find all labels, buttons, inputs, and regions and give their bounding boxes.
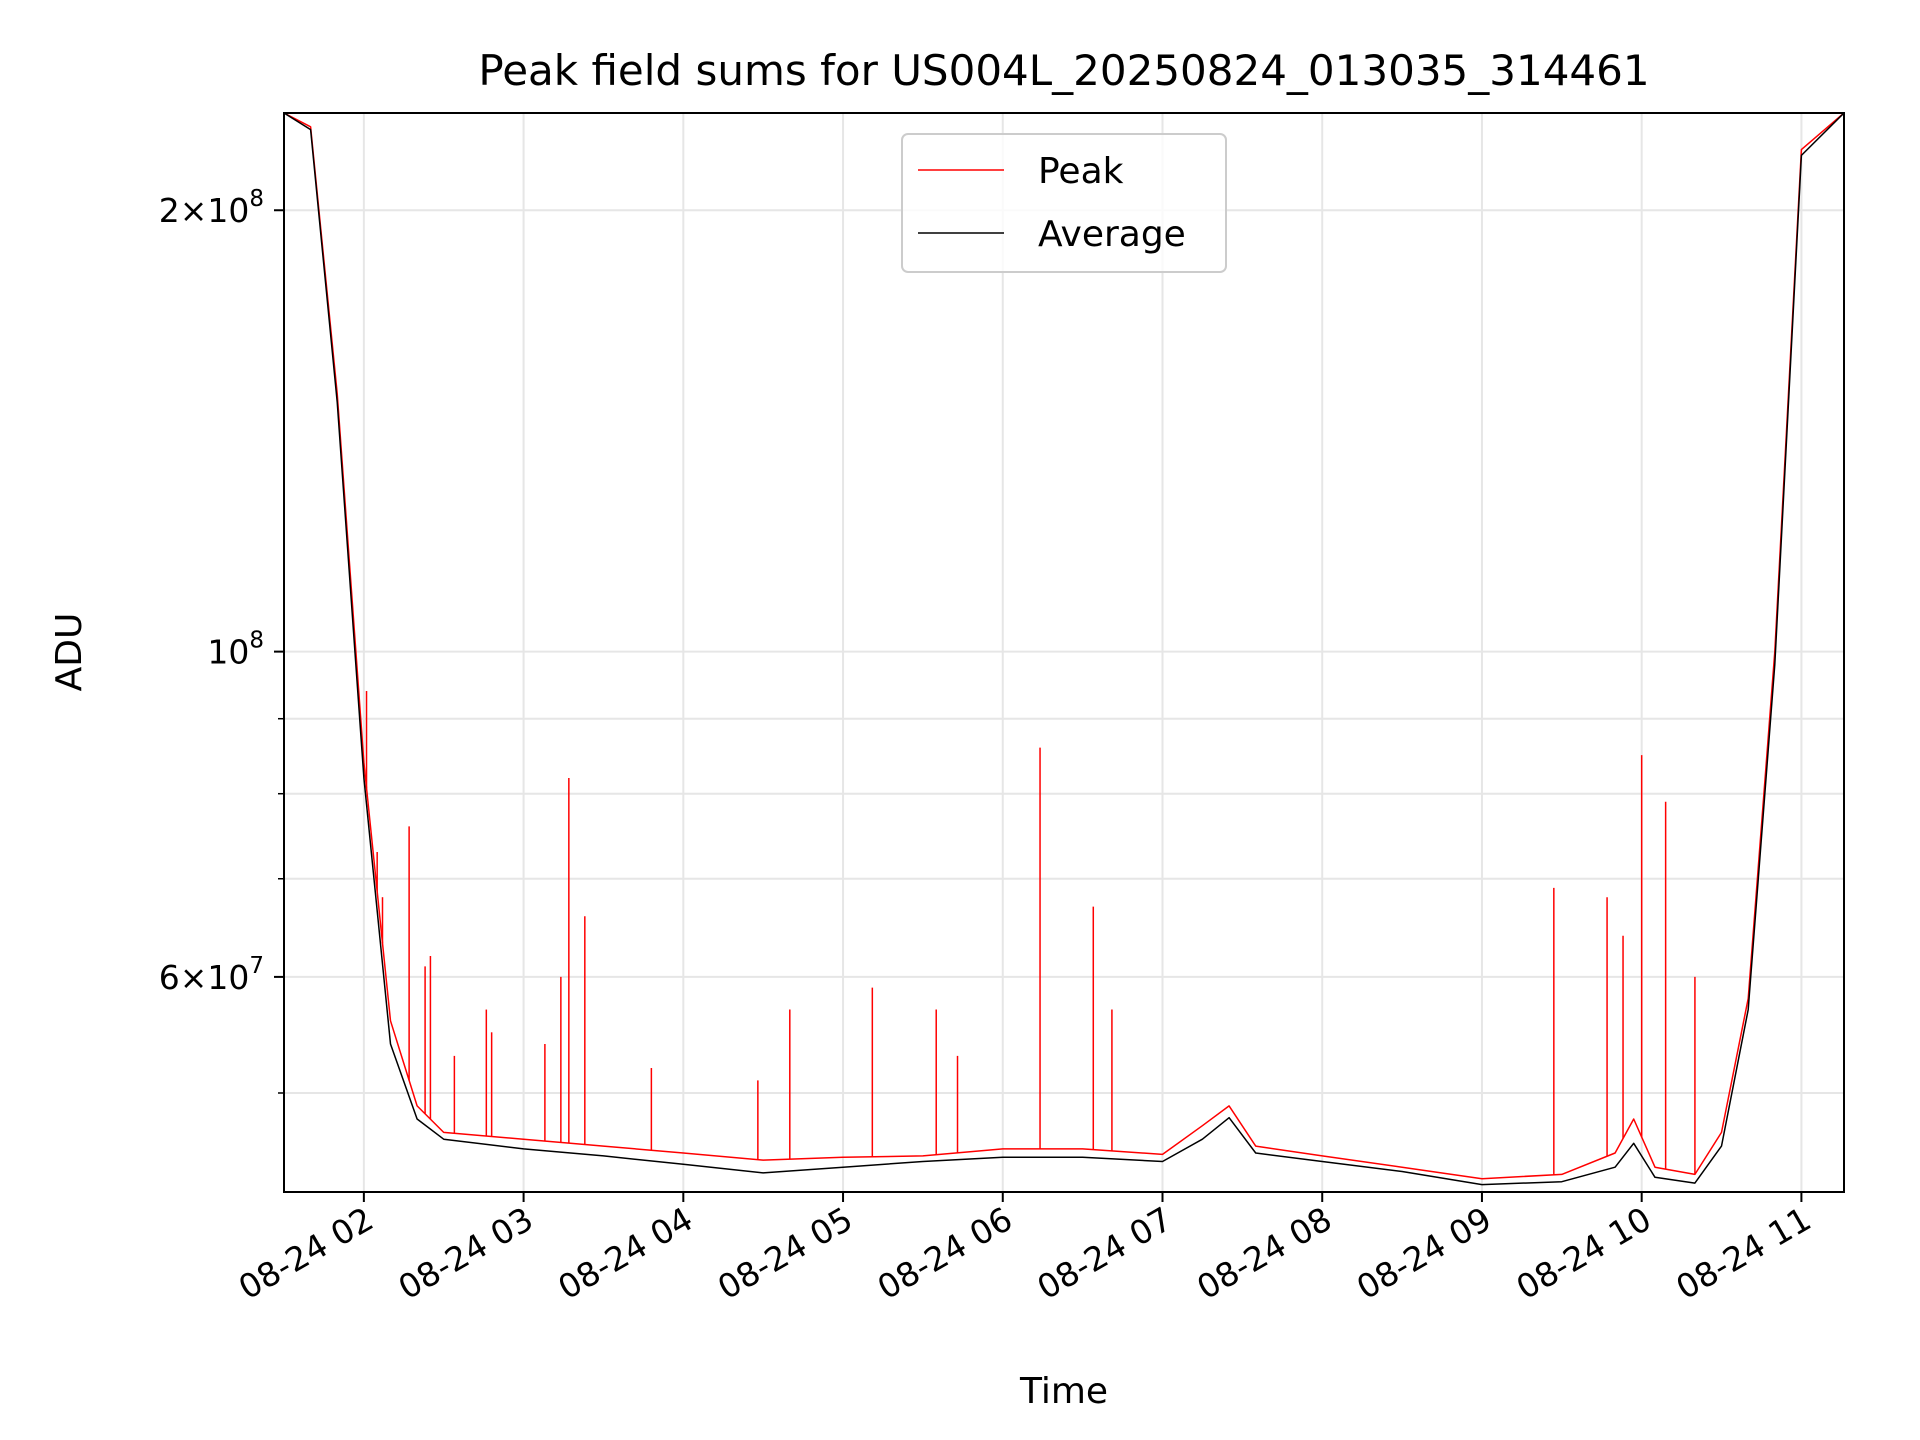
chart-title: Peak field sums for US004L_20250824_0130… <box>478 46 1649 95</box>
legend: Peak Average <box>901 133 1227 273</box>
series-lines <box>283 112 1845 1186</box>
series-line-peak <box>283 112 1845 1180</box>
plot-area <box>283 112 1845 1193</box>
y-tick-label: 108 <box>207 628 264 672</box>
peak-spikes <box>365 691 1696 1175</box>
legend-label-peak: Peak <box>1038 151 1124 192</box>
y-axis: 108 2×108 6×107 <box>159 186 284 1094</box>
x-axis-label: Time <box>1019 1371 1108 1412</box>
y-tick-label: 2×108 <box>159 186 264 230</box>
series-line-average <box>283 112 1845 1186</box>
legend-label-average: Average <box>1038 214 1186 255</box>
legend-box <box>901 133 1227 273</box>
grid <box>284 113 1844 1192</box>
y-axis-label: ADU <box>49 613 90 692</box>
y-tick-label: 6×107 <box>159 953 264 997</box>
